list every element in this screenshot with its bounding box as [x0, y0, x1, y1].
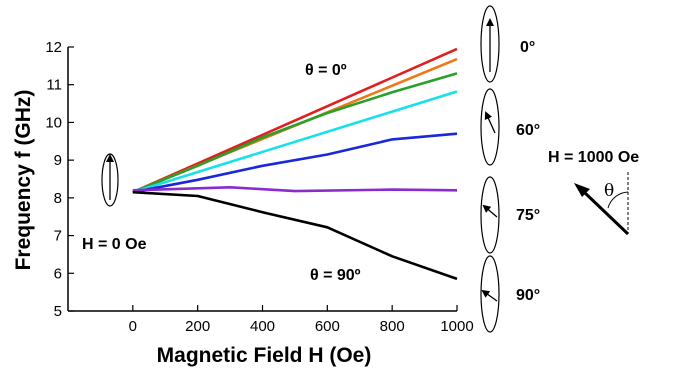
x-axis-label: Magnetic Field H (Oe) [157, 344, 372, 367]
angle-90-label: 90° [516, 287, 540, 304]
series-lines [132, 47, 458, 281]
y-tick-label: 12 [45, 39, 62, 56]
x-ticks: 0 200 400 600 800 1000 [129, 305, 474, 335]
angle-0-ellipse-icon [480, 5, 500, 83]
series-line-4 [132, 132, 458, 194]
angle-60-ellipse-icon [480, 88, 500, 166]
x-tick-label: 1000 [440, 318, 473, 335]
y-tick-label: 5 [54, 303, 62, 320]
zero-field-magnetization-icon [101, 153, 119, 207]
series-line-2 [132, 72, 458, 194]
angle-90-ellipse-icon [480, 255, 500, 333]
angle-60-label: 60° [516, 122, 540, 139]
series-line-6 [132, 190, 458, 281]
field-value-label: H = 1000 Oe [548, 149, 639, 166]
theta-symbol: θ [604, 181, 614, 201]
series-line-5 [132, 186, 458, 193]
y-tick-label: 10 [45, 114, 62, 131]
x-tick-label: 800 [380, 318, 405, 335]
y-ticks: 5 6 7 8 9 10 11 12 [45, 39, 74, 320]
y-tick-label: 11 [46, 77, 62, 94]
y-tick-label: 9 [54, 152, 62, 169]
theta-0-label: θ = 0º [305, 62, 347, 79]
x-tick-label: 600 [315, 318, 340, 335]
y-tick-label: 8 [54, 190, 62, 207]
y-tick-label: 6 [54, 265, 62, 282]
angle-0-label: 0° [520, 39, 535, 56]
y-tick-label: 7 [54, 228, 62, 245]
zero-field-label: H = 0 Oe [82, 236, 147, 253]
x-tick-label: 0 [129, 318, 137, 335]
angle-75-label: 75° [516, 207, 540, 224]
field-direction-icon [574, 172, 630, 236]
theta-90-label: θ = 90º [310, 267, 361, 284]
y-axis-label: Frequency f (GHz) [12, 90, 35, 271]
series-line-0 [132, 47, 458, 194]
x-tick-label: 200 [185, 318, 210, 335]
series-line-3 [132, 90, 458, 194]
angle-75-ellipse-icon [480, 176, 500, 254]
x-tick-label: 400 [250, 318, 275, 335]
